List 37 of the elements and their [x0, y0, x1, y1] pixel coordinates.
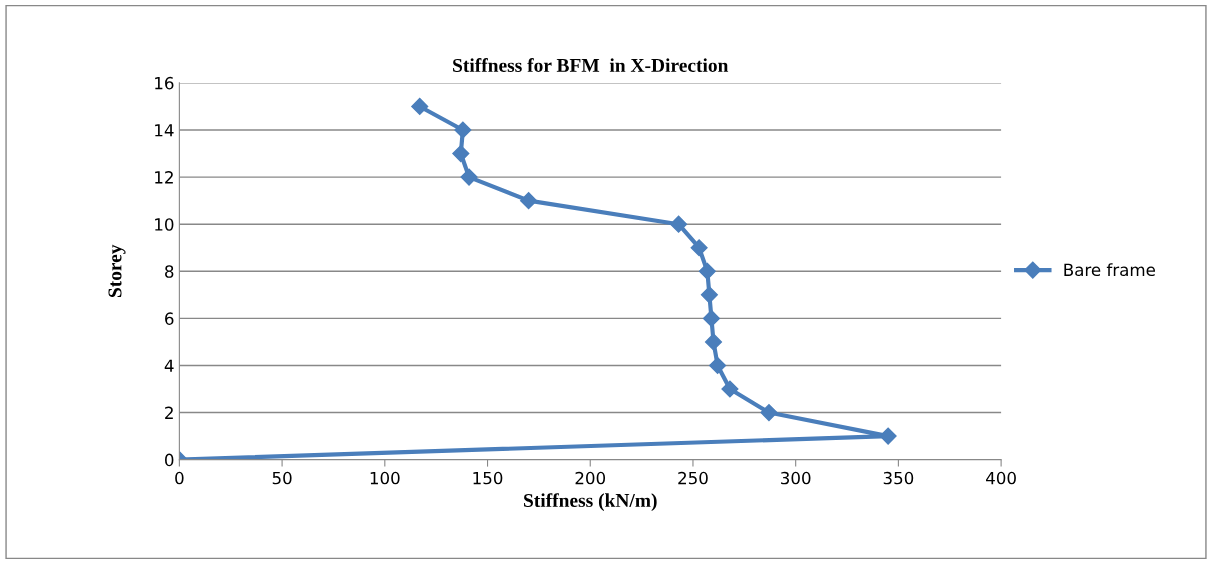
point	[411, 97, 429, 116]
x-tick-label: 100	[370, 471, 400, 485]
x-tick-label: 300	[781, 471, 811, 485]
x-tick-label: 350	[883, 471, 914, 485]
point	[721, 380, 739, 398]
y-tick-label: 6	[165, 312, 174, 325]
x-tick-label: 200	[575, 471, 606, 485]
y-tick-label: 8	[165, 265, 174, 278]
point	[700, 286, 718, 304]
y-tick-label: 16	[155, 76, 174, 90]
point	[698, 262, 716, 280]
x-tick-label: 150	[473, 471, 503, 485]
x-tick-label: 400	[986, 471, 1016, 485]
chart-title: Stiffness for BFM in X-Direction	[453, 58, 729, 72]
y-tick-label: 12	[155, 171, 173, 184]
legend-label: Bare frame	[1064, 263, 1155, 277]
y-tick-label: 0	[165, 453, 174, 467]
point	[452, 144, 470, 163]
y-tick-label: 4	[164, 359, 174, 372]
point	[704, 333, 723, 351]
x-tick-label: 0	[175, 471, 184, 485]
point	[454, 121, 472, 139]
point	[690, 239, 708, 257]
y-axis-title: Storey	[108, 244, 126, 298]
y-tick-label: 14	[155, 124, 174, 137]
y-tick-label: 2	[165, 406, 173, 419]
point	[879, 427, 897, 445]
y-tick-label: 10	[155, 218, 174, 231]
point	[702, 309, 721, 327]
point	[520, 192, 538, 210]
x-axis-title: Stiffness (kN/m)	[524, 493, 657, 511]
point	[760, 404, 778, 422]
x-tick-label: 50	[272, 471, 292, 485]
point	[709, 356, 727, 375]
point	[670, 215, 688, 233]
point	[460, 168, 478, 186]
x-tick-label: 250	[678, 471, 708, 485]
